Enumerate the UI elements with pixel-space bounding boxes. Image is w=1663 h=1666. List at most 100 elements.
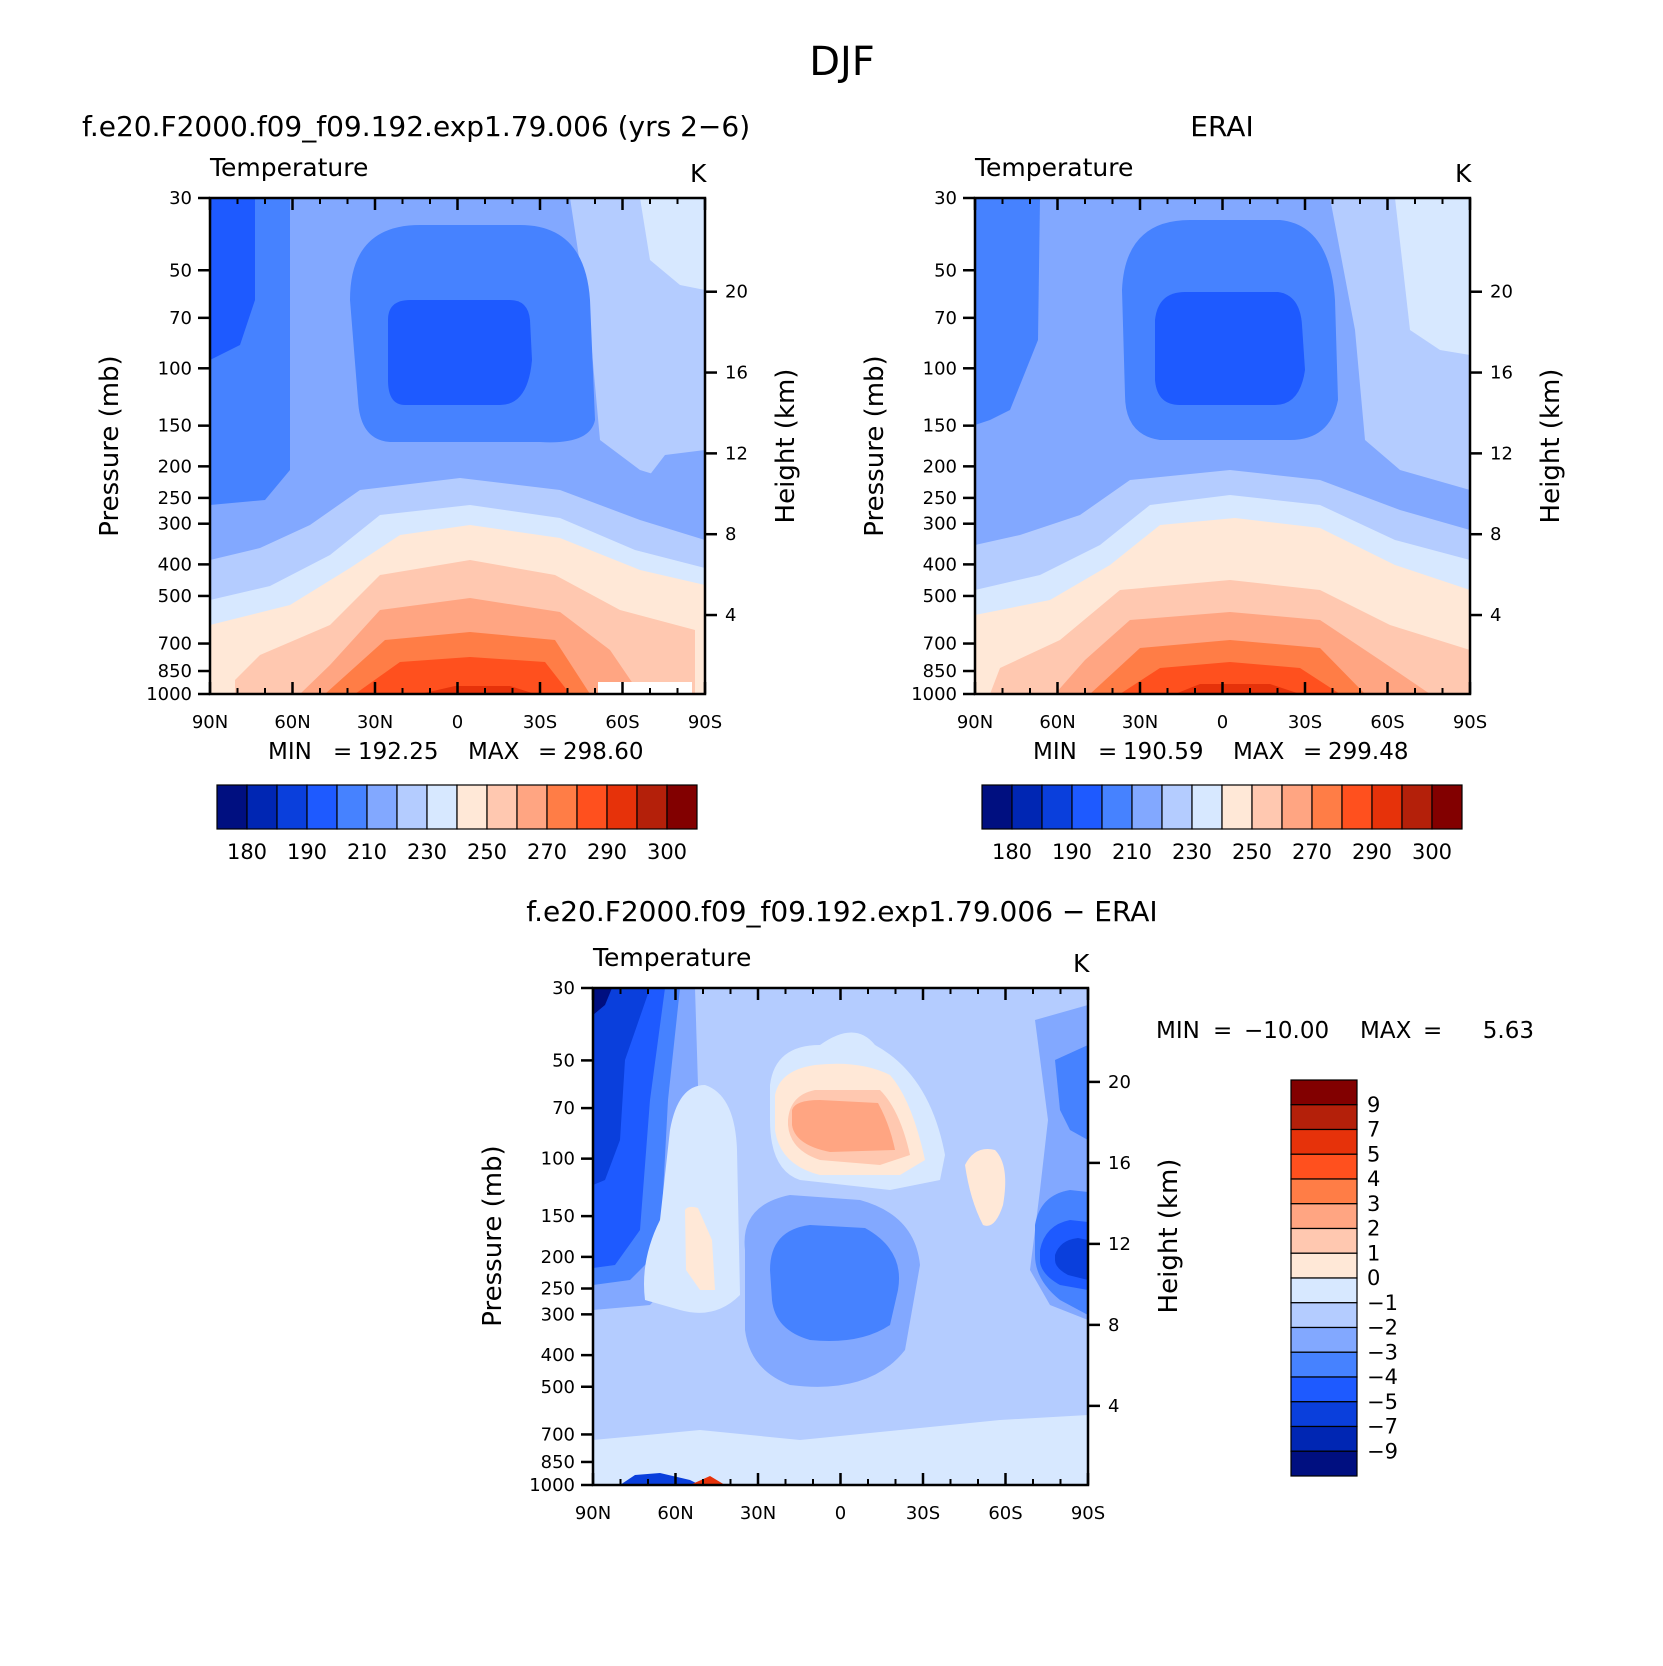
model-colorbar-box xyxy=(606,784,638,830)
diff-contour-fill-0-surface xyxy=(593,1415,1088,1485)
diff-colorbar-box xyxy=(1290,1326,1358,1353)
model-pressure-tick-label: 150 xyxy=(158,416,192,437)
model-colorbar-box xyxy=(456,784,488,830)
obs-variable-label: Temperature xyxy=(974,153,1133,182)
obs-colorbar-box xyxy=(1191,784,1223,830)
model-x-tick-label: 90N xyxy=(192,712,228,733)
diff-contour-fill-neg7-surface xyxy=(620,1473,700,1485)
obs-colorbar-box xyxy=(1041,784,1073,830)
model-colorbar-box xyxy=(246,784,278,830)
diff-colorbar-box xyxy=(1290,1252,1358,1279)
diff-colorbar-label: 1 xyxy=(1367,1241,1380,1265)
diff-x-tick-label: 30N xyxy=(740,1503,776,1524)
diff-colorbar-label: 9 xyxy=(1367,1093,1380,1117)
diff-pressure-tick-label: 30 xyxy=(552,978,575,999)
model-max-value: 298.60 xyxy=(563,739,643,765)
model-height-tick-label: 12 xyxy=(725,443,748,464)
diff-colorbar-label: −9 xyxy=(1367,1439,1398,1463)
model-contour-fill-290 xyxy=(355,657,570,694)
obs-pressure-tick-label: 250 xyxy=(923,488,957,509)
model-contour-fill-295 xyxy=(420,686,535,694)
model-x-tick-label: 90S xyxy=(688,712,722,733)
obs-x-tick-label: 60S xyxy=(1370,712,1404,733)
obs-colorbar: 180 190 210 230 250 270 290 300 xyxy=(981,784,1463,864)
obs-colorbar-box xyxy=(981,784,1013,830)
obs-pressure-tick-label: 50 xyxy=(934,260,957,281)
model-pressure-tick-label: 400 xyxy=(158,554,192,575)
obs-colorbar-box xyxy=(1221,784,1253,830)
obs-x-tick-label: 0 xyxy=(1217,712,1228,733)
model-min-label: MIN xyxy=(268,739,312,765)
diff-x-tick-label: 0 xyxy=(835,1503,846,1524)
diff-max-label: MAX xyxy=(1360,1018,1412,1044)
model-colorbar-box xyxy=(336,784,368,830)
model-colorbar-label: 180 xyxy=(227,840,267,864)
diff-axes: 90N 60N 30N 0 30S 60S 90S 30 50 70 100 150 200 250 300… xyxy=(529,978,1131,1524)
diff-colorbar-label: −3 xyxy=(1367,1340,1398,1364)
diff-x-tick-label: 60N xyxy=(657,1503,693,1524)
diff-variable-label: Temperature xyxy=(592,943,751,972)
obs-panel-title: ERAI xyxy=(1190,110,1253,143)
diff-ylabel-left: Pressure (mb) xyxy=(478,1145,508,1326)
model-pressure-tick-label: 850 xyxy=(158,661,192,682)
obs-max-equals: = xyxy=(1303,739,1322,765)
diff-contour-fill-pos-midlat xyxy=(685,1206,715,1290)
obs-pressure-tick-label: 150 xyxy=(923,416,957,437)
diff-colorbar-label: −4 xyxy=(1367,1365,1398,1389)
diff-pressure-tick-label: 50 xyxy=(552,1050,575,1071)
obs-colorbar-box xyxy=(1161,784,1193,830)
model-height-tick-label: 16 xyxy=(725,363,748,384)
obs-pressure-tick-label: 70 xyxy=(934,308,957,329)
model-max-equals: = xyxy=(538,739,557,765)
obs-pressure-tick-label: 200 xyxy=(923,456,957,477)
model-panel-title: f.e20.F2000.f09_f09.192.exp1.79.006 (yrs… xyxy=(82,110,750,143)
diff-pressure-tick-label: 1000 xyxy=(529,1475,575,1496)
diff-contour-fill-neg9-np xyxy=(593,988,612,1015)
diff-colorbar-box xyxy=(1290,1079,1358,1106)
model-pressure-tick-label: 500 xyxy=(158,586,192,607)
model-colorbar-box xyxy=(276,784,308,830)
diff-x-tick-label: 90N xyxy=(575,1503,611,1524)
model-x-tick-label: 60S xyxy=(605,712,639,733)
obs-units-label: K xyxy=(1455,159,1472,188)
diff-pressure-tick-label: 70 xyxy=(552,1098,575,1119)
diff-height-tick-label: 12 xyxy=(1108,1234,1131,1255)
diff-colorbar-label: 5 xyxy=(1367,1142,1380,1166)
model-max-label: MAX xyxy=(468,739,520,765)
obs-colorbar-box xyxy=(1101,784,1133,830)
obs-contour-fill-290 xyxy=(1120,662,1340,694)
obs-x-tick-label: 30S xyxy=(1288,712,1322,733)
model-pressure-tick-label: 30 xyxy=(169,188,192,209)
diff-contour-fill-neg3-sp-upper xyxy=(1055,1045,1088,1140)
diff-pressure-tick-label: 200 xyxy=(541,1247,575,1268)
obs-max-label: MAX xyxy=(1233,739,1285,765)
model-colorbar-box xyxy=(366,784,398,830)
model-colorbar-box xyxy=(396,784,428,830)
diff-colorbar-label: −5 xyxy=(1367,1390,1398,1414)
diff-colorbar-box xyxy=(1290,1425,1358,1452)
model-colorbar-box xyxy=(426,784,458,830)
obs-ylabel-left: Pressure (mb) xyxy=(860,355,890,536)
diff-pressure-tick-label: 250 xyxy=(541,1279,575,1300)
model-pressure-tick-label: 50 xyxy=(169,260,192,281)
diff-colorbar-label: 0 xyxy=(1367,1266,1380,1290)
model-colorbar-box xyxy=(576,784,608,830)
obs-colorbar-label: 250 xyxy=(1232,840,1272,864)
obs-colorbar-label: 230 xyxy=(1172,840,1212,864)
diff-colorbar-label: −1 xyxy=(1367,1291,1398,1315)
diff-max-equals: = xyxy=(1423,1018,1442,1044)
diff-colorbar-label: 7 xyxy=(1367,1118,1380,1142)
diff-colorbar-box xyxy=(1290,1203,1358,1230)
obs-height-tick-label: 4 xyxy=(1490,605,1501,626)
model-contour-fill-240-sp xyxy=(640,198,705,290)
model-pressure-tick-label: 70 xyxy=(169,308,192,329)
obs-pressure-tick-label: 100 xyxy=(923,358,957,379)
obs-max-value: 299.48 xyxy=(1328,739,1408,765)
diff-colorbar-label: −2 xyxy=(1367,1316,1398,1340)
diff-colorbar-label: 4 xyxy=(1367,1167,1380,1191)
diff-colorbar-label: −7 xyxy=(1367,1415,1398,1439)
obs-colorbar-box xyxy=(1431,784,1463,830)
model-x-tick-label: 30N xyxy=(357,712,393,733)
obs-pressure-tick-label: 850 xyxy=(923,661,957,682)
obs-colorbar-box xyxy=(1071,784,1103,830)
